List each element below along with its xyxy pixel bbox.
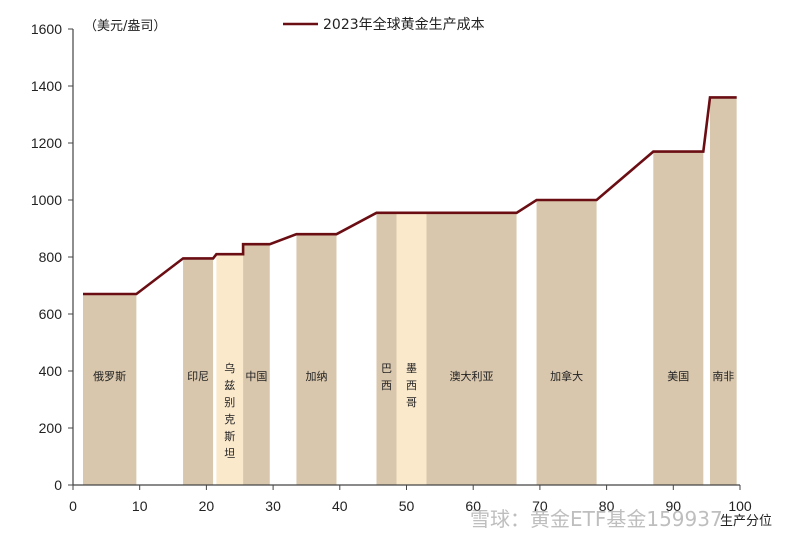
y-tick-label-3: 600 <box>39 306 63 322</box>
bar-1 <box>183 258 214 485</box>
x-tick-label-3: 30 <box>265 498 281 514</box>
bar-9 <box>653 151 704 486</box>
bar-label-2: 乌兹别克斯坦 <box>224 361 235 460</box>
bar-label-6: 墨西哥 <box>406 362 417 409</box>
bar-label-9: 美国 <box>667 370 689 383</box>
bar-2 <box>216 254 244 485</box>
bar-label-1: 印尼 <box>187 370 209 383</box>
x-tick-label-10: 100 <box>728 498 752 514</box>
bar-6 <box>396 212 427 485</box>
bar-label-5: 巴西 <box>381 362 392 392</box>
y-tick-label-1: 200 <box>39 420 63 436</box>
x-axis-label: 生产分位 <box>720 514 772 529</box>
y-tick-label-6: 1200 <box>31 135 62 151</box>
bar-4 <box>296 234 337 485</box>
y-tick-label-4: 800 <box>39 249 63 265</box>
y-tick-label-2: 400 <box>39 363 63 379</box>
cost-curve-line <box>83 96 737 296</box>
bar-5 <box>376 212 397 485</box>
bar-8 <box>536 200 597 485</box>
y-tick-label-7: 1400 <box>31 78 62 94</box>
x-tick-label-8: 80 <box>599 498 615 514</box>
x-tick-label-0: 0 <box>69 498 77 514</box>
x-tick-label-1: 10 <box>132 498 148 514</box>
y-tick-label-0: 0 <box>54 477 62 493</box>
x-tick-label-5: 50 <box>399 498 415 514</box>
bars-group <box>83 97 737 486</box>
legend-label: 2023年全球黄金生产成本 <box>323 16 485 33</box>
x-tick-label-6: 60 <box>465 498 481 514</box>
unit-label: （美元/盎司） <box>84 19 166 34</box>
watermark-text: 雪球：黄金ETF基金159937 <box>470 507 723 531</box>
x-tick-label-7: 70 <box>532 498 548 514</box>
bar-label-10: 南非 <box>712 370 734 383</box>
y-tick-label-8: 1600 <box>31 21 62 37</box>
bar-label-3: 中国 <box>245 370 267 383</box>
x-tick-label-2: 20 <box>199 498 215 514</box>
bar-3 <box>243 244 270 485</box>
y-ticks-group: 0 200 400 600 800 1000 1200 1400 1600 <box>31 21 73 493</box>
bar-label-8: 加拿大 <box>550 369 583 383</box>
bar-0 <box>83 294 137 485</box>
x-tick-label-4: 40 <box>332 498 348 514</box>
y-tick-label-5: 1000 <box>31 192 62 208</box>
x-ticks-group: 0 10 20 30 40 50 60 70 80 90 100 <box>69 485 752 514</box>
bar-label-0: 俄罗斯 <box>93 370 126 383</box>
bar-label-4: 加纳 <box>305 370 327 383</box>
bar-7 <box>426 212 517 485</box>
bar-label-7: 澳大利亚 <box>450 369 494 383</box>
bar-10 <box>709 97 737 486</box>
x-tick-label-9: 90 <box>666 498 682 514</box>
